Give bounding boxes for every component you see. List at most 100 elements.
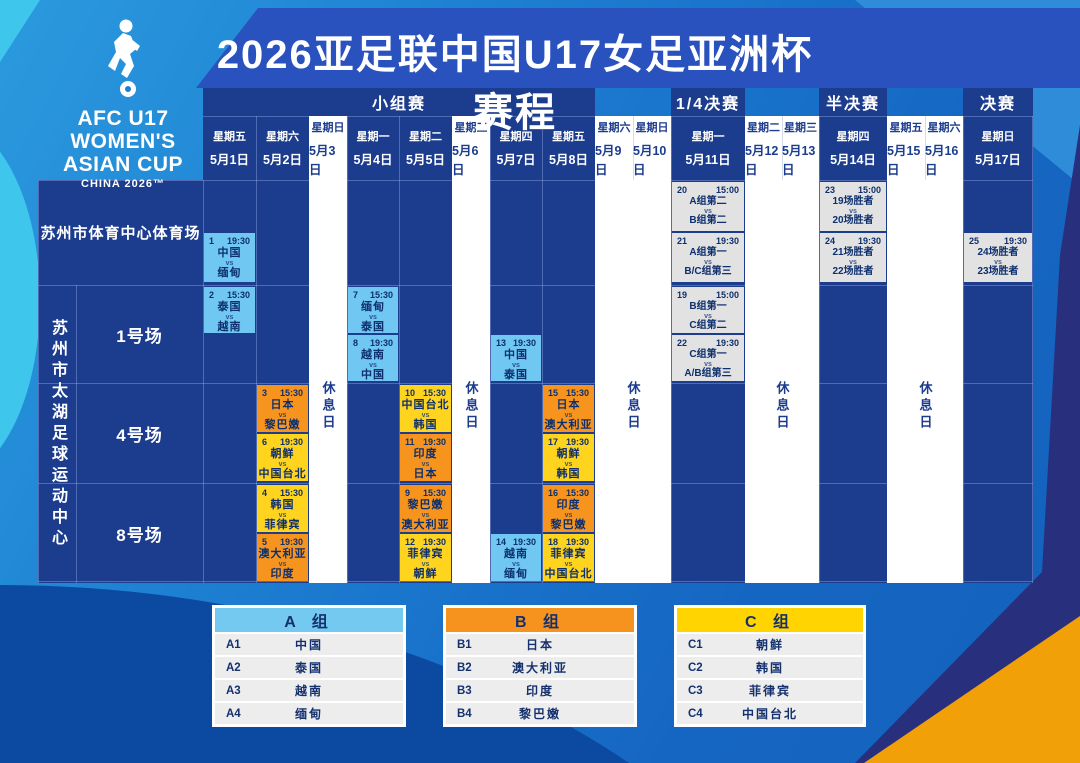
venue-label-background [38,180,203,583]
date-value: 5月8日 [549,153,588,167]
match-cell: 14 19:30 越南 vs 缅甸 [491,534,541,581]
match-number: 1 [209,236,215,246]
date-header-cell: 星期六 5月9日 [595,116,633,180]
match-number: 11 [405,437,415,447]
match-number-time: 1 19:30 [204,233,255,247]
match-time: 15:00 [715,185,739,195]
match-cell: 13 19:30 中国 vs 泰国 [491,335,541,381]
match-home-team: 韩国 [270,499,295,511]
date-header-cell: 星期二 5月5日 [399,116,452,180]
page-title: 2026亚足联中国U17女足亚洲杯赛程 [216,33,814,135]
match-vs-label: vs [849,208,857,215]
group-table-row: A4 缅甸 [215,703,403,724]
match-away-team: 中国台北 [544,568,593,581]
match-vs-label: vs [421,461,430,469]
match-time: 15:30 [226,290,250,300]
match-number-time: 16 15:30 [543,485,594,499]
match-time: 19:30 [512,537,536,547]
match-number-time: 9 15:30 [400,485,451,499]
match-time: 19:30 [369,338,393,348]
match-vs-label: vs [421,512,430,520]
date-header-cell: 星期日 5月17日 [963,116,1033,180]
match-away-team: 黎巴嫩 [264,419,301,432]
match-time: 15:30 [279,388,303,398]
date-weekday: 星期一 [356,131,390,143]
grid-line-vertical [490,116,491,583]
match-number-time: 5 19:30 [257,534,308,548]
logo-text-line1: AFC U17 [77,107,169,130]
date-weekday: 星期日 [311,121,345,134]
group-slot-code: B1 [457,638,472,651]
match-vs-label: vs [512,561,520,569]
grid-line-vertical [38,180,39,583]
phase-header-group-stage: 小组赛 [203,88,595,116]
date-value: 5月14日 [830,153,876,167]
date-value: 5月13日 [782,143,816,177]
group-team-name: 中国 [294,638,323,652]
field-label-3: 8号场 [116,525,163,545]
date-weekday: 星期五 [213,131,246,143]
match-cell: 7 15:30 缅甸 vs 泰国 [348,287,398,333]
match-away-team: 缅甸 [504,568,528,581]
match-number-time: 20 15:00 [672,182,744,196]
match-cell: 23 15:00 19场胜者 vs 20场胜者 [820,182,886,231]
match-number-time: 4 15:30 [257,485,308,499]
match-cell: 16 15:30 印度 vs 黎巴嫩 [543,485,594,532]
rest-day-column [309,116,347,583]
match-number-time: 14 19:30 [491,534,541,548]
match-number: 10 [405,388,416,398]
match-number: 9 [405,488,411,498]
match-number-time: 23 15:00 [820,182,886,196]
match-cell: 2 15:30 泰国 vs 越南 [204,287,255,333]
match-number: 24 [825,236,836,246]
group-table: A 组 A1 中国 A2 泰国 A3 越南 A4 缅甸 [212,605,406,727]
phase-header-final: 决赛 [963,88,1033,116]
match-away-team: 泰国 [504,369,528,382]
rest-day-column [887,116,963,583]
player-icon [108,19,140,97]
match-away-team: B组第二 [689,215,727,226]
grid-line-vertical [256,116,257,583]
group-table-row: B3 印度 [446,680,634,701]
date-value: 5月6日 [452,143,479,177]
match-cell: 22 19:30 C组第一 vs A/B组第三 [672,335,744,381]
match-home-team: 越南 [361,349,385,361]
match-away-team: 中国台北 [258,468,307,481]
date-value: 5月7日 [496,153,536,167]
group-table-row: A3 越南 [215,680,403,701]
group-table-row: C2 韩国 [677,657,863,678]
match-vs-label: vs [564,461,573,469]
group-slot-code: C1 [688,638,703,651]
group-team-name: 韩国 [755,661,784,675]
field-label-1: 1号场 [116,326,163,346]
match-away-team: 韩国 [413,419,438,432]
group-slot-code: B2 [457,661,472,674]
date-header-cell: 星期三 5月6日 [452,116,490,180]
date-header-cell: 星期日 5月3日 [309,116,347,180]
match-away-team: 澳大利亚 [401,519,450,532]
match-home-team: 中国 [217,247,242,259]
group-slot-code: C3 [688,684,703,697]
rest-day-label: 休息日 [320,380,336,432]
match-vs-label: vs [704,259,712,266]
match-number-time: 2 15:30 [204,287,255,301]
match-time: 19:30 [279,537,303,547]
match-number-time: 11 19:30 [400,434,451,448]
group-slot-code: C4 [688,707,703,720]
match-home-team: 日本 [270,399,295,411]
group-slot-code: A1 [226,638,241,651]
match-home-team: 中国 [504,349,528,361]
date-value: 5月17日 [975,153,1021,167]
logo-text-line2: WOMEN'S [70,130,176,154]
match-number: 8 [353,338,359,348]
match-vs-label: vs [421,561,430,569]
match-time: 19:30 [715,338,739,348]
match-number: 3 [262,388,268,398]
match-home-team: 印度 [413,448,438,460]
match-cell: 8 19:30 越南 vs 中国 [348,335,398,381]
match-cell: 5 19:30 澳大利亚 vs 印度 [257,534,308,581]
match-vs-label: vs [421,412,430,420]
match-vs-label: vs [704,313,712,320]
